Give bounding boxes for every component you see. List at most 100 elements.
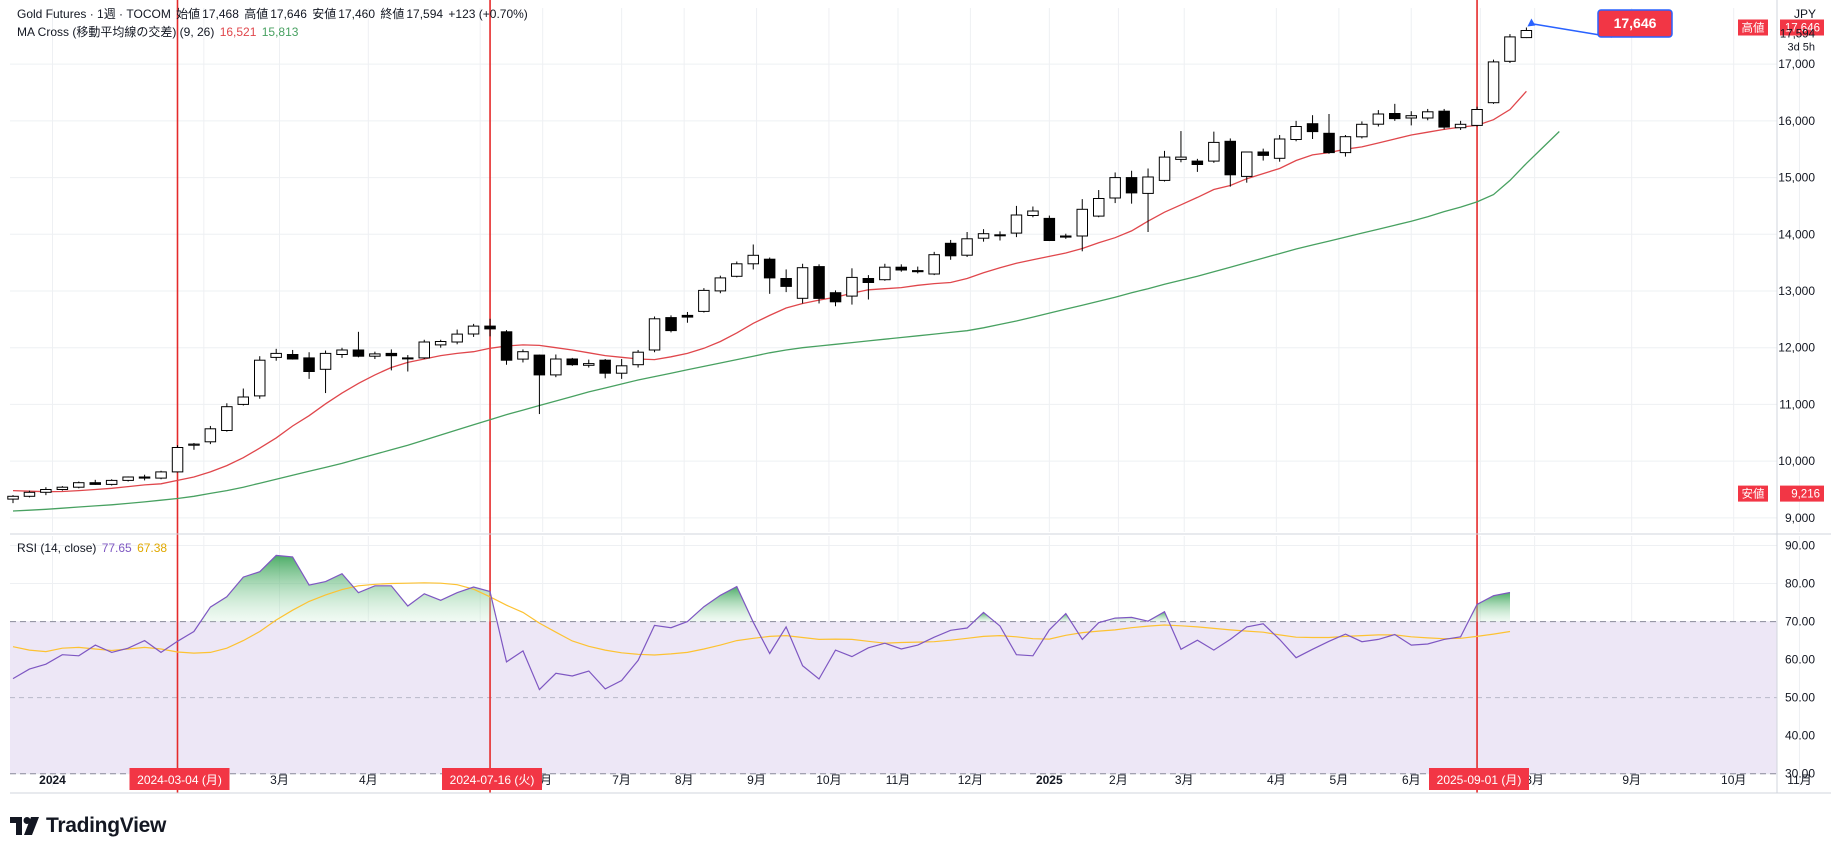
candle-body	[1208, 141, 1220, 162]
candle-body	[1389, 113, 1401, 120]
candle-up	[994, 231, 1006, 241]
candle-down	[1060, 233, 1072, 239]
low-tag-label: 安値	[1742, 487, 1765, 501]
rsi-tick-label: 50.00	[1785, 691, 1815, 705]
candle-down	[1306, 115, 1319, 139]
candle-up	[7, 495, 19, 504]
legend-ohlc[interactable]: Gold Futures · 1週 · TOCOM 始値 17,468 高値 17,…	[17, 5, 530, 22]
candle-down	[813, 264, 825, 304]
rsi-tick-label: 30.00	[1785, 767, 1815, 781]
rsi-overbought-area	[1057, 613, 1071, 622]
rsi-overbought-area	[687, 586, 753, 622]
rsi-overbought-area	[1468, 592, 1510, 622]
low-price-value: 9,216	[1791, 489, 1820, 501]
high-price-tag	[1780, 19, 1824, 36]
currency-label[interactable]: JPY	[1794, 7, 1816, 21]
candle-up	[40, 487, 52, 496]
time-tick-label: 3月	[1175, 773, 1194, 787]
time-tick-label: 10月	[1721, 773, 1746, 787]
candle-up	[1241, 151, 1253, 183]
candle-up	[221, 403, 233, 432]
candle-body	[829, 292, 842, 303]
candle-down	[286, 349, 299, 360]
candle-body	[1290, 126, 1302, 140]
candle-body	[714, 277, 727, 292]
candle-body	[813, 266, 825, 299]
high-price-callout: 17,646	[1527, 9, 1673, 38]
time-tick-label: 12月	[958, 773, 983, 787]
high-label: 高値	[244, 7, 269, 21]
candle-up	[747, 244, 759, 270]
candle-body	[615, 365, 628, 374]
candle-up	[1471, 106, 1483, 127]
candle-body	[286, 354, 299, 360]
price-tick-label: 16,000	[1778, 114, 1815, 128]
candle-body	[138, 476, 151, 479]
price-axis[interactable]: 9,000 10,000 11,000 12,000 13,000 14,000 15,00…	[1778, 57, 1815, 525]
candle-body	[747, 254, 759, 265]
candle-up	[418, 339, 430, 360]
last-price-countdown: 3d 5h	[1787, 42, 1815, 54]
date-marker-labels: 2024-03-04 (月) 2024-07-16 (火) 2025-09-01 (…	[129, 768, 1529, 790]
rsi-ma-value: 67.38	[137, 541, 168, 555]
candle-body	[188, 443, 200, 446]
candle-down	[895, 264, 907, 272]
legend-ma-cross[interactable]: MA Cross (移動平均線の交差) (9, 26) 16,521 15,81…	[17, 23, 300, 40]
candle-up	[1372, 110, 1385, 127]
candle-up	[698, 288, 710, 313]
candle-up	[648, 316, 661, 353]
candle-body	[1142, 176, 1154, 194]
tradingview-logo[interactable]: TradingView	[10, 814, 166, 838]
rsi-axis[interactable]: 30.00 40.00 50.00 60.00 70.00 80.00 90.00	[1785, 539, 1815, 781]
candle-body	[1060, 235, 1072, 238]
candle-up	[319, 350, 332, 394]
price-tick-label: 10,000	[1778, 454, 1815, 468]
rsi-label[interactable]: RSI (14, close)	[17, 541, 97, 555]
candle-up	[583, 359, 595, 368]
candle-up	[467, 323, 480, 337]
candle-up	[369, 351, 381, 360]
time-axis[interactable]: 20242月3月4月5月6月7月8月9月10月11月12月20252月3月4月5…	[39, 773, 1812, 787]
tradingview-icon	[10, 817, 39, 835]
candle-body	[1306, 123, 1319, 133]
candle-up	[1142, 168, 1154, 233]
candle-body	[994, 234, 1006, 237]
legend-rsi[interactable]: RSI (14, close) 77.65 67.38	[17, 541, 169, 555]
open-label: 始値	[176, 7, 201, 21]
candle-body	[961, 238, 973, 256]
candle-down	[780, 269, 792, 293]
candle-up	[402, 355, 414, 372]
candle-body	[1093, 198, 1105, 217]
candle-body	[418, 341, 430, 359]
candle-body	[105, 479, 118, 485]
candle-up	[1175, 131, 1187, 163]
candle-up	[204, 425, 217, 445]
price-tick-label: 9,000	[1785, 511, 1815, 525]
candle-body	[566, 358, 578, 366]
rsi-tick-label: 40.00	[1785, 729, 1815, 743]
symbol-title[interactable]: Gold Futures · 1週 · TOCOM	[17, 7, 171, 21]
candle-up	[977, 229, 990, 242]
candle-body	[254, 359, 266, 397]
candle-up	[188, 442, 200, 450]
open-value: 17,468	[202, 7, 239, 21]
candle-body	[763, 258, 776, 279]
low-price-tag	[1780, 485, 1824, 502]
candle-body	[895, 266, 907, 271]
callout-text: 17,646	[1614, 15, 1657, 31]
candle-body	[1027, 210, 1039, 216]
ma-cross-label[interactable]: MA Cross (移動平均線の交差) (9, 26)	[17, 25, 215, 39]
candle-body	[1520, 30, 1533, 39]
candle-up	[171, 445, 184, 473]
ma-fast-line	[12, 90, 1527, 493]
candle-body	[270, 352, 282, 358]
candle-body	[517, 351, 529, 360]
candle-down	[566, 357, 578, 366]
low-tag-box	[1738, 485, 1768, 502]
time-tick-label: 9月	[747, 773, 766, 787]
candle-down	[1438, 108, 1450, 130]
candle-body	[155, 471, 167, 479]
candle-body	[385, 352, 398, 357]
